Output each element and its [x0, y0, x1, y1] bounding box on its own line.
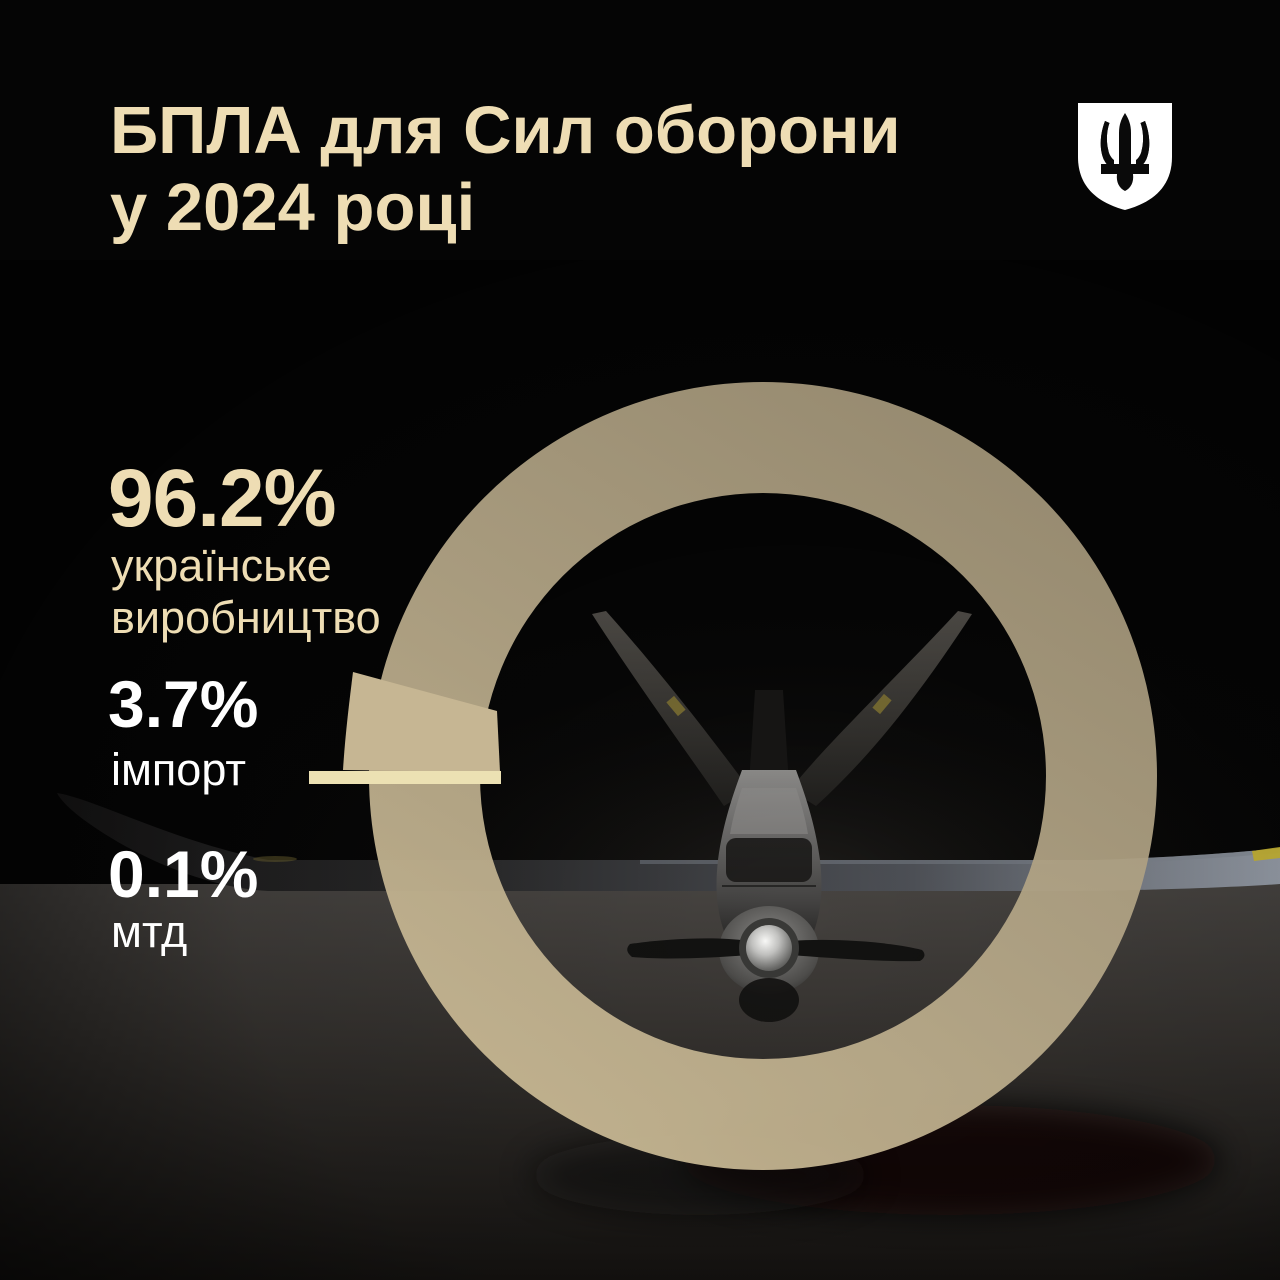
title-line-1: БПЛА для Сил оборони	[110, 93, 901, 168]
label-ukrainian-production: українське виробництво	[111, 540, 381, 644]
trident-shield-icon	[1078, 103, 1172, 210]
mod-logo	[1075, 100, 1175, 212]
donut-ring-group	[309, 382, 1157, 1170]
trident-glyph	[1100, 113, 1150, 191]
pie-slice-mtd	[309, 771, 501, 784]
title-line-2: у 2024 році	[110, 170, 476, 245]
value-mtd: 0.1%	[108, 837, 259, 911]
label-ukrainian-line1: українське	[111, 540, 332, 591]
label-import: імпорт	[111, 744, 246, 795]
label-ukrainian-line2: виробництво	[111, 592, 381, 643]
pie-slice-import	[343, 672, 500, 772]
page-title: БПЛА для Сил оборони у 2024 році	[110, 92, 901, 246]
value-ukrainian-production: 96.2%	[108, 453, 337, 544]
value-import: 3.7%	[108, 667, 259, 741]
label-mtd: мтд	[111, 906, 188, 957]
